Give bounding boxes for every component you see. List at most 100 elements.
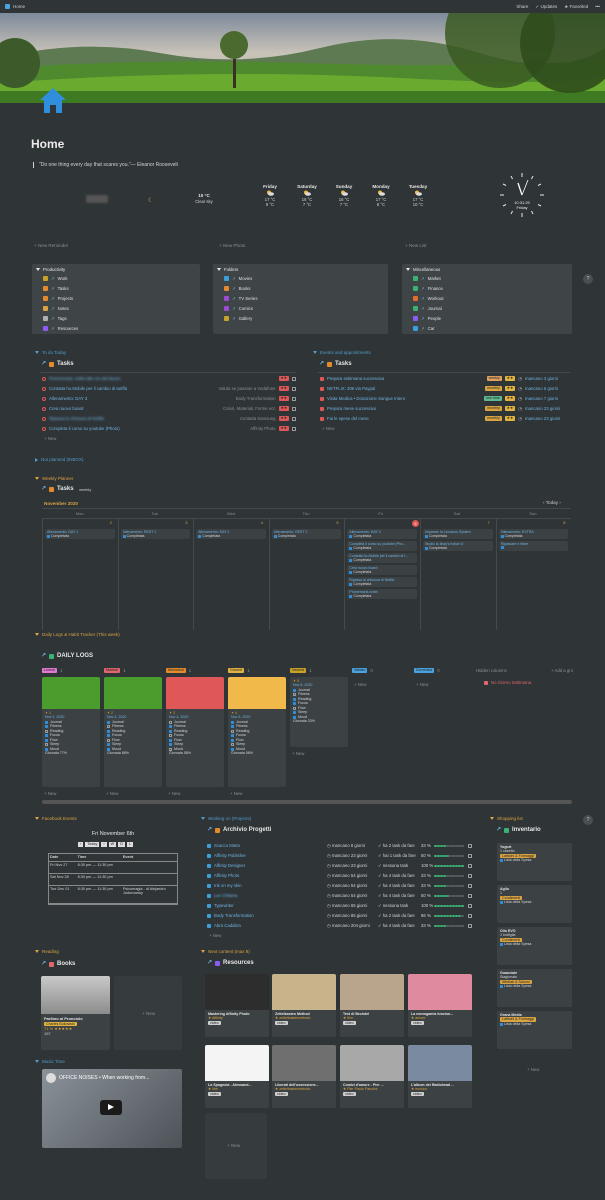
project-row[interactable]: Typewriter ◷ mancano 65 giorni ✓ nessuna… — [207, 903, 472, 908]
task-row[interactable]: Contatta ho.Mobile per il cambio di tari… — [42, 386, 296, 391]
habit-checkbox[interactable] — [231, 743, 234, 747]
task-row[interactable]: Completa il corso su youtube (Photo) Aff… — [42, 426, 296, 431]
board-group[interactable]: Sabato 0 — [352, 668, 373, 673]
habit-checkbox[interactable] — [231, 738, 234, 742]
calendar-card[interactable]: Ripassa la chiusura di Netflix Completat… — [347, 577, 417, 587]
new-photo-button[interactable]: + New Photo — [219, 243, 246, 248]
add-group-button[interactable]: + Add a gro — [551, 668, 574, 673]
daily-log-card[interactable]: ✦ 2 Nov 3, 2020 Journal Fitness Reading Focu… — [104, 677, 162, 787]
habit-checkbox[interactable] — [45, 729, 48, 733]
updates-button[interactable]: ✓ Updates — [535, 3, 558, 9]
menu-item[interactable]: ↗ Workout — [413, 296, 444, 302]
task-row[interactable]: Promemoria: ordini alle ore del lavoro ★… — [42, 376, 296, 381]
checkbox[interactable] — [468, 853, 472, 858]
daily-log-card[interactable]: ✦ 4 Nov 5, 2020 Journal Fitness Reading Focu… — [228, 677, 286, 787]
books-db-title[interactable]: ↗ Books — [41, 961, 76, 968]
habit-checkbox[interactable] — [169, 720, 172, 724]
calendar-card[interactable]: Allenamento: REST 1 Completata — [120, 529, 191, 539]
checkbox[interactable] — [468, 843, 472, 848]
checkbox[interactable] — [468, 913, 472, 918]
menu-item[interactable]: ↗ Journal — [413, 306, 442, 312]
habit-checkbox[interactable] — [169, 729, 172, 733]
menu-item[interactable]: ↗ Finance — [413, 286, 443, 292]
shopping-card[interactable]: Yogurt 1 vasetto Latticini & Formaggi Li… — [497, 843, 572, 881]
reading-section[interactable]: Reading — [35, 949, 59, 955]
habit-checkbox[interactable] — [293, 706, 296, 710]
menu-item[interactable]: ↗ Comics — [224, 306, 253, 312]
calendar-nav[interactable]: ‹ Today › — [543, 500, 561, 505]
inbox-section[interactable]: Not planned (INBOX) — [35, 457, 84, 463]
events-db-title[interactable]: ↗ Tasks — [319, 361, 352, 368]
checkbox[interactable] — [292, 406, 296, 411]
calendar-card[interactable]: Ripassare e rifare — [498, 541, 569, 551]
habit-checkbox[interactable] — [169, 738, 172, 742]
checkbox[interactable] — [468, 893, 472, 898]
task-row[interactable]: Allenamento: DAY 3 Body Transformation ★★ — [42, 396, 296, 401]
share-button[interactable]: Share — [516, 3, 529, 9]
board-scrollbar[interactable] — [42, 800, 572, 804]
table-row[interactable]: Sat Nov 28 8:30 pm — 11:30 pm — [49, 874, 177, 886]
checkbox[interactable] — [468, 923, 472, 928]
project-row[interactable]: Affinity Photo ◷ mancano 54 giorni ✓ ha … — [207, 873, 472, 878]
board-group[interactable]: Mercoledì 1 — [166, 668, 192, 673]
project-row[interactable]: Body Transformation ◷ mancano 85 giorni … — [207, 913, 472, 918]
resource-card[interactable]: Test di Bechdel ★ film video — [340, 974, 404, 1037]
new-task-button[interactable]: + New — [44, 436, 57, 441]
projects-db-title[interactable]: ↗ Archivio Progetti — [207, 827, 272, 834]
hidden-columns[interactable]: Hidden columns — [476, 668, 507, 673]
menu-item[interactable]: ↗ Work — [43, 276, 68, 282]
calendar-card[interactable]: Allenamento: DAY 2 Completata — [196, 529, 266, 539]
next-section[interactable]: Next content (max 8) — [201, 949, 250, 955]
shopping-section[interactable]: Shopping list — [490, 816, 523, 822]
daily-log-card[interactable]: ✦ 3 Nov 4, 2020 Journal Fitness Reading Focu… — [166, 677, 224, 787]
breadcrumb[interactable]: Home — [5, 4, 25, 10]
new-book-card[interactable]: + New — [114, 976, 182, 1050]
habit-checkbox[interactable] — [45, 743, 48, 747]
resource-card[interactable]: Comizi d'amore - Pier ... ★ Pier Paolo P… — [340, 1045, 404, 1108]
habit-checkbox[interactable] — [293, 697, 296, 701]
calendar-card[interactable]: Allenamento: DAY 1 Completata — [45, 529, 115, 539]
todo-db-title[interactable]: ↗ Tasks — [41, 361, 74, 368]
habit-checkbox[interactable] — [107, 738, 110, 742]
new-card-button[interactable]: + New — [44, 791, 57, 796]
calendar-card[interactable]: Studio la Ilnay's Indian D Completata — [423, 541, 493, 551]
new-card-button[interactable]: + New — [106, 791, 119, 796]
todo-section[interactable]: To do Today — [35, 350, 66, 356]
menu-item[interactable]: ↗ TV Series — [224, 296, 257, 302]
checkbox[interactable] — [468, 863, 472, 868]
view-list-button[interactable]: L — [127, 842, 134, 847]
daily-log-card[interactable]: ✦ 1 Nov 2, 2020 Journal Fitness Reading Focu… — [42, 677, 100, 787]
habit-checkbox[interactable] — [293, 693, 296, 697]
resource-card[interactable]: Zettelkasten Method ★ zettelkastenmetodo… — [272, 974, 336, 1037]
prev-button[interactable]: ‹ — [78, 842, 84, 847]
habit-checkbox[interactable] — [231, 734, 234, 738]
calendar-card[interactable]: Contatta ho.Mobile per il cambio di t...… — [347, 553, 417, 563]
habit-checkbox[interactable] — [107, 747, 110, 751]
habit-checkbox[interactable] — [107, 720, 110, 724]
event-row[interactable]: Prepara mese successivo monthly ★★ ◷ mancan… — [320, 406, 570, 411]
task-row[interactable]: Crea nuovo board Colori, Materiali, Form… — [42, 406, 296, 411]
task-row[interactable]: Ripassa la chiusura di Netflix Contatta … — [42, 416, 296, 421]
help-button[interactable]: ? — [583, 274, 593, 284]
habit-checkbox[interactable] — [45, 734, 48, 738]
facebook-section[interactable]: Facebook Events — [35, 816, 77, 822]
checkbox[interactable] — [292, 386, 296, 391]
new-resource-card[interactable]: + New — [205, 1113, 267, 1179]
calendar-card[interactable]: Allenamento: EXTRA Completata — [498, 529, 569, 539]
board-group[interactable]: Lunedì 1 — [42, 668, 63, 673]
habit-checkbox[interactable] — [293, 715, 296, 719]
menu-item[interactable]: ↗ Notes — [43, 306, 69, 312]
shopping-card[interactable]: Guanciale Stagionato Affettati & Salumi … — [497, 969, 572, 1007]
new-card-button[interactable]: + New — [416, 682, 429, 687]
calendar-card[interactable]: Promemoria ordini Completata — [347, 589, 417, 599]
no-day-group[interactable]: No Giorno Settimana — [484, 680, 531, 685]
habit-checkbox[interactable] — [231, 725, 234, 729]
weekly-section[interactable]: Weekly Planner — [35, 476, 73, 482]
resource-card[interactable]: Mastering Affinity Photo ★ Affinity vide… — [205, 974, 269, 1037]
habit-checkbox[interactable] — [45, 725, 48, 729]
calendar-card[interactable]: Allenamento: REST 2 Completata — [271, 529, 342, 539]
menu-item[interactable]: ↗ Market — [413, 276, 441, 282]
view-day-button[interactable]: D — [118, 842, 126, 847]
board-group[interactable]: Martedì 1 — [104, 668, 126, 673]
habit-checkbox[interactable] — [169, 747, 172, 751]
